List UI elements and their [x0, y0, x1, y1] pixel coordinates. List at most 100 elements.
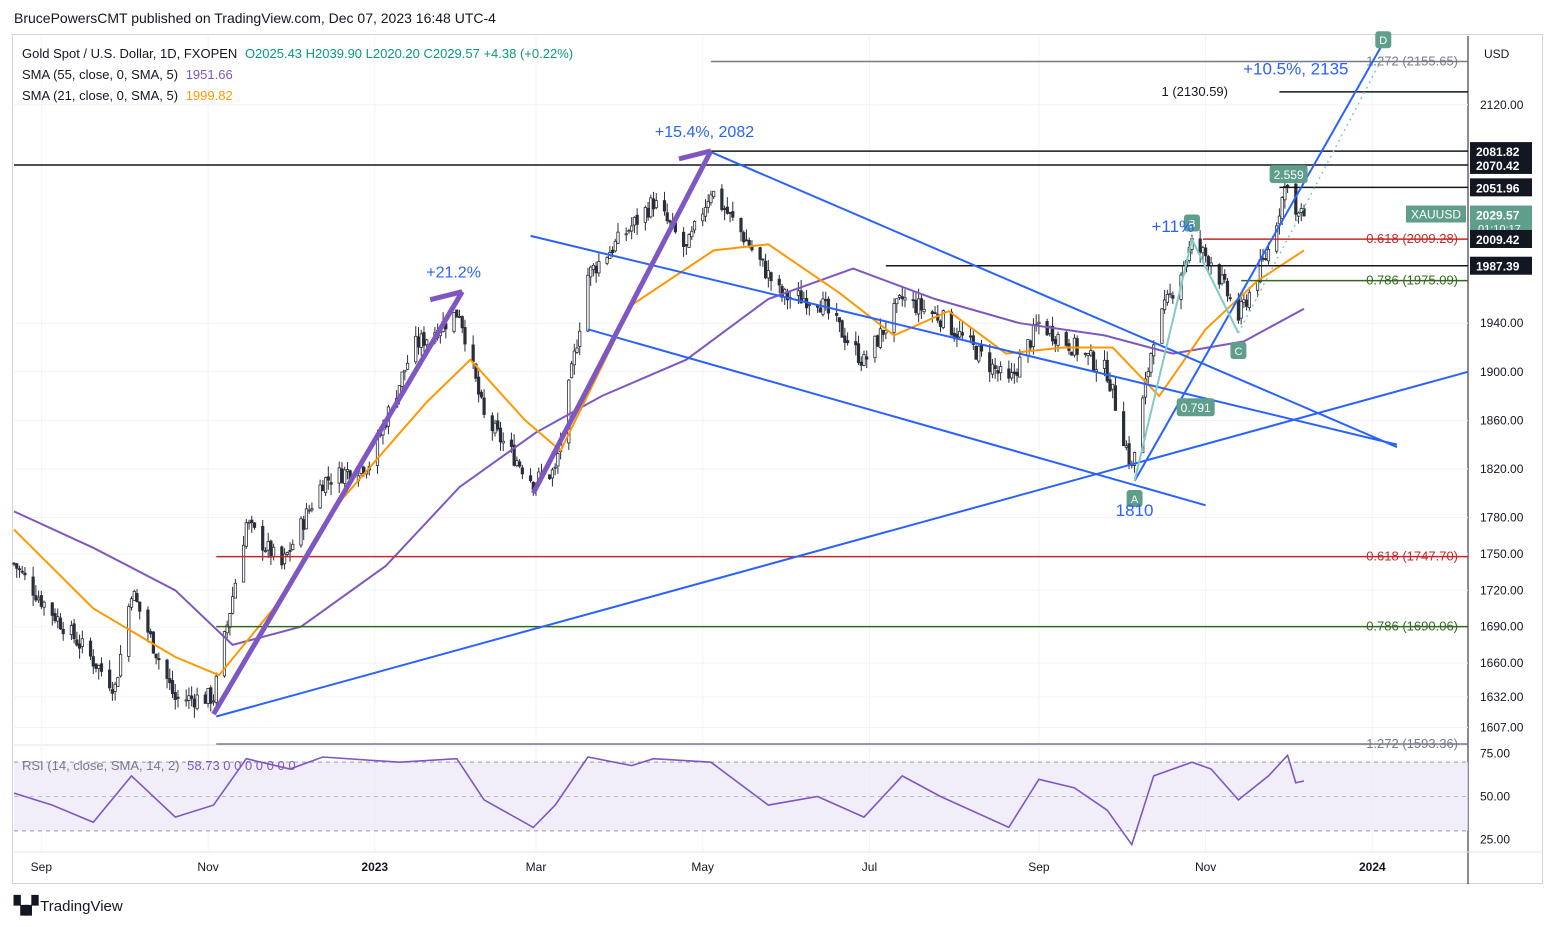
candle-up: [1031, 324, 1036, 347]
candle-down: [731, 211, 735, 218]
candle-down: [1050, 325, 1055, 342]
x-tick-label: May: [691, 860, 714, 874]
candle-up: [690, 230, 694, 238]
candle-down: [20, 570, 24, 573]
candle-down: [1245, 299, 1249, 307]
candle-up: [343, 469, 347, 484]
symbol-tag: [1406, 205, 1466, 223]
candle-down: [769, 272, 773, 282]
sma21-label: SMA (21, close, 0, SMA, 5): [22, 88, 179, 103]
y-tick-label: 1860.00: [1480, 413, 1524, 427]
ratio-0791-label-box: [1176, 398, 1215, 417]
candle-down: [1007, 368, 1011, 379]
chart-frame: [12, 34, 1543, 884]
sma55-label: SMA (55, close, 0, SMA, 5): [22, 67, 179, 82]
candle-up: [263, 550, 268, 553]
candle-down: [742, 232, 746, 243]
candle-down: [635, 214, 639, 225]
rsi-values: 58.73 0 0 0 0 0 0 0: [187, 758, 296, 773]
candle-down: [528, 475, 533, 482]
candle-down: [682, 231, 686, 247]
x-tick-label: Sep: [1028, 860, 1050, 874]
ratio-0791-label: 0.791: [1181, 401, 1211, 415]
candle-down: [15, 563, 19, 569]
candle-down: [744, 239, 749, 242]
candle-up: [999, 366, 1003, 374]
candle-up: [69, 625, 73, 635]
candle-down: [61, 628, 65, 635]
fib-618-lower-label: 0.618 (1747.70): [1366, 549, 1458, 564]
candle-down: [31, 576, 35, 596]
footer-brand[interactable]: ▚▞ TradingView: [14, 896, 123, 916]
candle-down: [269, 540, 273, 558]
candle-up: [1111, 383, 1115, 390]
candle-down: [818, 307, 822, 313]
candle-up: [127, 606, 131, 657]
ratio-2559-label: 2.559: [1274, 168, 1304, 182]
candle-down: [799, 290, 803, 304]
candle-down: [168, 678, 172, 684]
candle-down: [154, 653, 158, 659]
candle-up: [703, 207, 708, 217]
candle-up: [766, 270, 770, 279]
sma55-value: 1951.66: [185, 67, 233, 82]
legend-sma21-row[interactable]: SMA (21, close, 0, SMA, 5) 1999.82: [22, 88, 233, 103]
candle-up: [307, 509, 311, 512]
candle-down: [1228, 297, 1232, 300]
candle-up: [501, 440, 505, 444]
candle-down: [1015, 371, 1019, 376]
candle-down: [288, 550, 292, 552]
legend-symbol-row[interactable]: Gold Spot / U.S. Dollar, 1D, FXOPEN O202…: [22, 46, 573, 61]
candle-up: [318, 484, 322, 509]
candle-down: [758, 247, 762, 260]
candle-up: [323, 477, 328, 494]
candle-up: [405, 362, 410, 370]
candle-up: [310, 508, 314, 511]
candle-up: [556, 453, 560, 467]
candle-up: [118, 653, 123, 677]
candle-down: [12, 562, 16, 565]
fib-1-target-label: 1 (2130.59): [1162, 84, 1229, 99]
price-label-text: 2081.82: [1476, 145, 1520, 159]
rally-15-arrow-head: [678, 148, 712, 162]
candle-down: [739, 218, 743, 233]
candle-up: [586, 274, 590, 332]
candle-up: [80, 638, 84, 647]
candle-down: [974, 346, 978, 360]
legend-rsi-row[interactable]: RSI (14, close, SMA, 14, 2) 58.73 0 0 0 …: [22, 758, 296, 773]
footer-brand-name: TradingView: [40, 897, 123, 915]
candle-down: [302, 519, 306, 530]
ratio-2559-label-box: [1269, 165, 1308, 184]
low-1810-label: 1810: [1116, 501, 1154, 520]
legend-sma55-row[interactable]: SMA (55, close, 0, SMA, 5) 1951.66: [22, 67, 233, 82]
candle-up: [616, 231, 620, 244]
candle-down: [856, 343, 861, 363]
candle-up: [1086, 353, 1090, 356]
candle-up: [1009, 372, 1014, 379]
candle-down: [326, 476, 330, 481]
candle-up: [796, 290, 800, 297]
candle-up: [244, 522, 248, 547]
rally-21-arrow-label: +21.2%: [426, 265, 481, 282]
y-tick-label: 1607.00: [1480, 720, 1524, 734]
wave-point-label: A: [1131, 494, 1139, 506]
candle-down: [416, 336, 421, 348]
candle-down: [952, 332, 956, 337]
candle-up: [958, 330, 962, 338]
candle-up: [337, 467, 341, 484]
candle-up: [1026, 339, 1030, 357]
candle-down: [477, 376, 481, 395]
y-tick-label: 1780.00: [1480, 510, 1524, 524]
candle-down: [1217, 264, 1221, 285]
candle-down: [1204, 247, 1208, 257]
rally-11-label: +11%: [1151, 217, 1194, 236]
candle-up: [285, 552, 289, 555]
candle-down: [646, 207, 650, 218]
candle-up: [403, 369, 407, 373]
fib-1272-upper-label: 1.272 (2155.65): [1366, 53, 1458, 68]
currency-label[interactable]: USD: [1484, 47, 1510, 61]
candle-up: [706, 201, 710, 208]
candle-up: [304, 508, 309, 530]
candle-down: [1302, 208, 1306, 217]
